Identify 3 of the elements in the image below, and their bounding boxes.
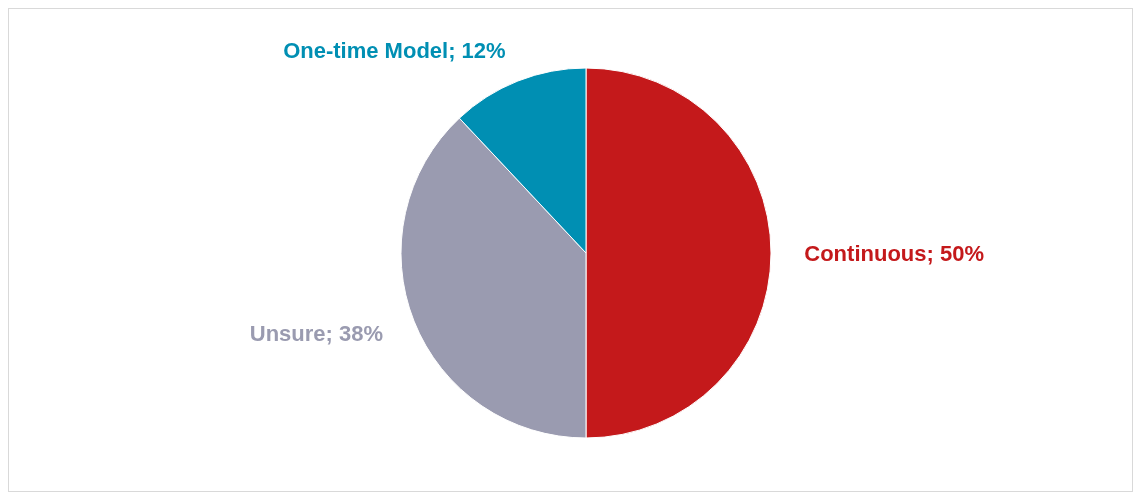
slice-label: Unsure; 38% [249,321,384,347]
slice-label: Continuous; 50% [804,240,984,266]
slice-label: One-time Model; 12% [283,37,506,63]
